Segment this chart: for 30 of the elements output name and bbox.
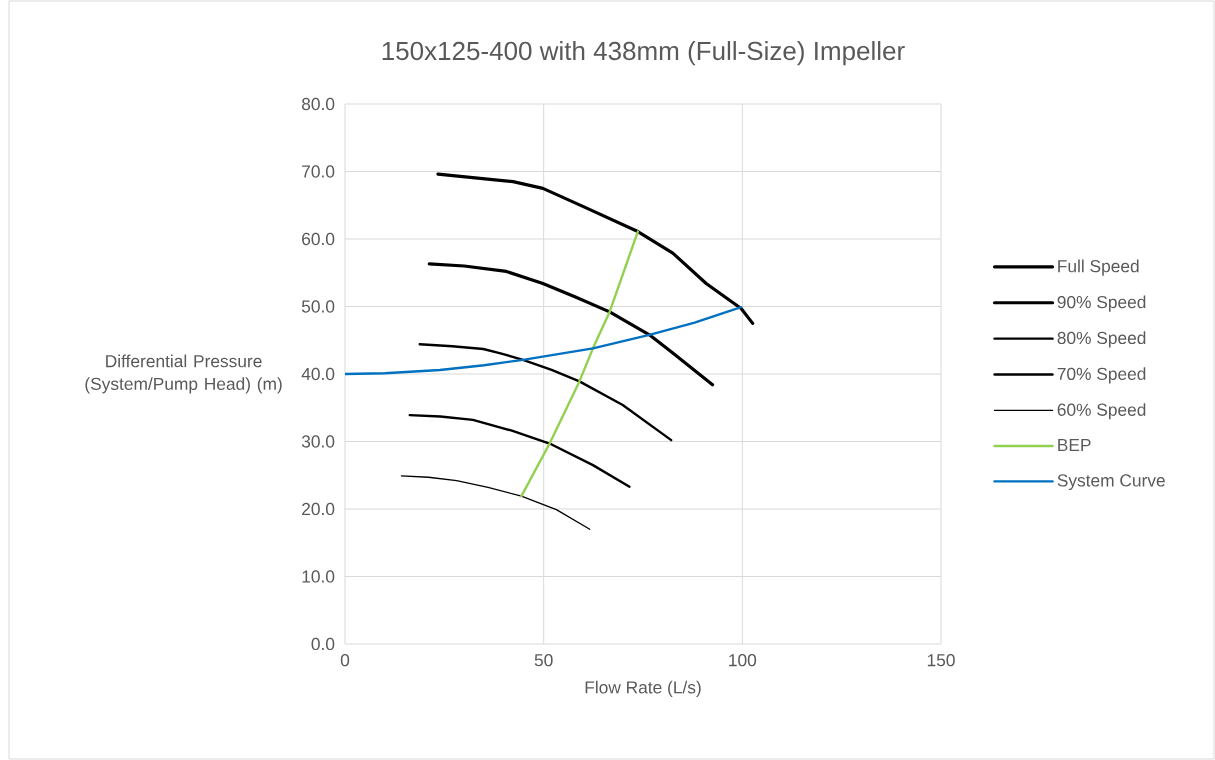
x-tick-label: 150 xyxy=(927,654,955,667)
y-tick-label: 20.0 xyxy=(302,502,335,516)
legend-label: Full Speed xyxy=(1058,259,1139,276)
line-series xyxy=(427,262,715,387)
y-tick-label: 10.0 xyxy=(302,570,335,583)
line-series xyxy=(400,475,591,530)
line-series xyxy=(345,305,743,376)
line-series xyxy=(436,172,755,325)
legend-label: 80% Speed xyxy=(1057,331,1146,348)
line-series xyxy=(520,230,640,498)
y-tick-label: 40.0 xyxy=(301,367,335,381)
y-tick-label: 0.0 xyxy=(311,637,335,651)
y-tick-label: 80.0 xyxy=(301,97,335,111)
legend-label: System Curve xyxy=(1057,474,1165,490)
x-tick-label: 50 xyxy=(534,654,553,667)
y-tick-label: 70.0 xyxy=(302,165,335,178)
x-tick-label: 0 xyxy=(340,654,350,667)
line-series xyxy=(408,413,631,488)
legend-label: BEP xyxy=(1058,439,1091,451)
y-tick-label: 30.0 xyxy=(301,435,335,448)
y-tick-label: 50.0 xyxy=(301,300,335,313)
legend-label: 90% Speed xyxy=(1057,295,1146,312)
y-tick-label: 60.0 xyxy=(302,232,335,246)
y-axis-title: Differential Pressure (System/Pump Head) (m) xyxy=(85,354,282,394)
x-tick-label: 100 xyxy=(729,654,757,667)
legend-label: 70% Speed xyxy=(1057,367,1146,384)
x-axis-title: Flow Rate (L/s) xyxy=(585,680,701,697)
chart-title: 150x125-400 with 438mm (Full-Size) Impeller xyxy=(382,41,905,66)
line-series xyxy=(418,343,673,442)
legend-label: 60% Speed xyxy=(1057,403,1146,420)
